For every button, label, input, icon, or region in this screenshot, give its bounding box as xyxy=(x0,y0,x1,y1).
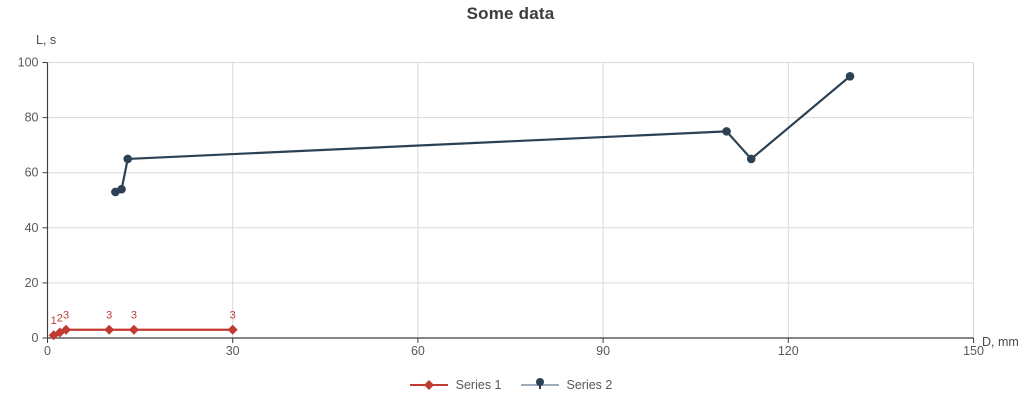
series-2-point xyxy=(117,184,126,194)
series-2-point xyxy=(845,71,855,81)
legend: Series 1 Series 2 xyxy=(0,377,1021,393)
y-tick-label: 0 xyxy=(32,331,39,345)
x-tick-label: 90 xyxy=(596,344,610,358)
series2-legend-circle-icon xyxy=(535,378,544,386)
x-tick-label: 0 xyxy=(44,344,51,358)
legend-item-series1[interactable]: Series 1 xyxy=(409,377,502,393)
x-axis-label: D, mm xyxy=(982,335,1019,349)
y-tick-label: 80 xyxy=(25,111,39,125)
legend-label-series1: Series 1 xyxy=(455,378,502,392)
x-tick-label: 150 xyxy=(963,344,984,358)
series-1-point xyxy=(128,324,139,335)
y-tick-label: 40 xyxy=(25,221,39,235)
series-1-point xyxy=(227,324,238,335)
series-1-point xyxy=(61,324,72,335)
series-1-line xyxy=(52,328,234,337)
series-1-data-label: 1 xyxy=(51,315,57,327)
y-tick-label: 60 xyxy=(25,166,39,180)
gridlines xyxy=(47,62,974,338)
series-1-data-label: 3 xyxy=(106,310,112,322)
series-1-data-label: 3 xyxy=(63,310,69,322)
series-2-line xyxy=(114,75,852,194)
x-tick-label: 30 xyxy=(226,344,240,358)
series-1-data-label: 3 xyxy=(230,310,236,322)
series-2 xyxy=(111,71,855,197)
chart-title: Some data xyxy=(466,4,555,23)
axes: 0 20 40 60 80 100 0 30 60 90 120 150 xyxy=(18,56,984,359)
x-tick-label: 120 xyxy=(778,344,799,358)
series-1-data-label: 3 xyxy=(131,310,137,322)
legend-item-series2[interactable]: Series 2 xyxy=(520,377,613,393)
series-1-data-label: 2 xyxy=(57,312,63,324)
series-2-point xyxy=(722,127,731,136)
series-2-point xyxy=(746,154,756,164)
series2-legend-swatch xyxy=(520,378,559,389)
series-2-point xyxy=(123,154,133,164)
series1-legend-diamond-icon xyxy=(423,380,434,390)
series-1-point xyxy=(104,324,115,335)
y-tick-label: 100 xyxy=(18,56,39,70)
y-axis-label: L, s xyxy=(36,33,57,47)
x-tick-label: 60 xyxy=(411,344,425,358)
y-tick-label: 20 xyxy=(25,276,39,290)
series1-legend-swatch xyxy=(409,380,448,390)
legend-label-series2: Series 2 xyxy=(566,378,613,392)
